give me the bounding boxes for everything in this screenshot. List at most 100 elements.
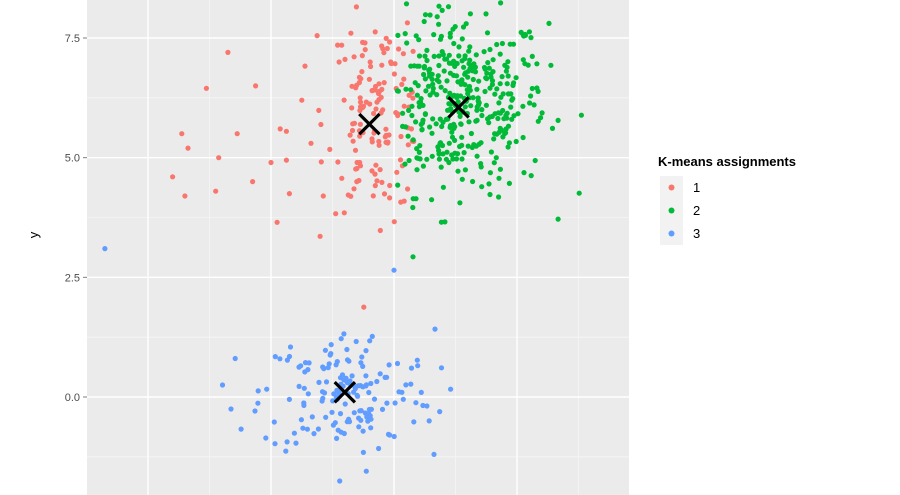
series-1-point xyxy=(277,126,283,132)
series-1-point xyxy=(405,186,411,192)
series-2-point xyxy=(539,110,545,116)
series-2-point xyxy=(424,156,430,162)
series-2-point xyxy=(484,30,491,36)
series-3-point xyxy=(374,378,380,385)
series-2-point xyxy=(395,182,401,188)
series-2-point xyxy=(476,78,482,84)
series-2-point xyxy=(406,107,412,113)
series-2-point xyxy=(446,52,452,58)
series-2-point xyxy=(466,119,472,125)
legend-label: 2 xyxy=(693,203,700,218)
series-2-point xyxy=(555,117,561,123)
series-2-point xyxy=(455,79,461,85)
series-1-point xyxy=(383,126,389,132)
series-1-point xyxy=(396,46,402,52)
series-2-point xyxy=(483,102,489,108)
series-2-point xyxy=(403,124,409,130)
series-3-point xyxy=(376,445,382,452)
series-3-point xyxy=(411,419,417,425)
series-1-point xyxy=(345,192,351,198)
series-2-point xyxy=(499,74,505,80)
series-3-point xyxy=(309,414,315,420)
series-1-point xyxy=(286,191,292,197)
series-3-point xyxy=(334,359,340,365)
series-1-point xyxy=(370,193,376,199)
series-2-point xyxy=(474,86,480,92)
legend-key-dot xyxy=(668,184,675,191)
series-2-point xyxy=(431,53,437,60)
series-2-point xyxy=(434,77,440,83)
series-2-point xyxy=(500,134,506,140)
series-2-point xyxy=(538,115,544,121)
series-1-point xyxy=(369,136,375,142)
series-3-point xyxy=(291,430,297,436)
series-2-point xyxy=(488,149,494,155)
series-2-point xyxy=(436,151,442,157)
series-2-point xyxy=(462,104,468,110)
series-2-point xyxy=(520,134,526,141)
series-2-point xyxy=(513,75,519,81)
series-3-point xyxy=(426,418,432,424)
series-2-point xyxy=(528,173,534,179)
series-3-point xyxy=(343,375,349,381)
series-2-point xyxy=(494,86,500,92)
series-2-point xyxy=(402,161,408,167)
series-2-point xyxy=(412,80,418,86)
series-3-point xyxy=(306,360,312,366)
series-2-point xyxy=(458,93,464,99)
series-3-point xyxy=(316,379,322,385)
series-2-point xyxy=(492,111,498,117)
series-1-point xyxy=(353,4,359,10)
series-3-point xyxy=(301,385,307,391)
series-3-point xyxy=(287,344,294,350)
series-1-point xyxy=(351,120,358,126)
series-2-point xyxy=(413,196,419,202)
series-3-point xyxy=(329,409,335,415)
series-2-point xyxy=(494,41,500,48)
series-2-point xyxy=(444,78,450,84)
series-3-point xyxy=(272,441,278,447)
series-3-point xyxy=(321,390,328,396)
series-2-point xyxy=(505,73,511,79)
series-1-point xyxy=(387,182,393,189)
series-3-point xyxy=(344,357,351,363)
series-3-point xyxy=(334,387,340,393)
series-3-point xyxy=(293,440,299,446)
series-3-point xyxy=(396,389,402,395)
series-2-point xyxy=(487,191,493,198)
series-1-point xyxy=(381,50,387,56)
series-1-point xyxy=(341,97,347,103)
series-2-point xyxy=(447,34,453,40)
series-2-point xyxy=(576,190,582,196)
series-3-point xyxy=(264,386,270,392)
series-2-point xyxy=(421,65,427,71)
legend-title: K-means assignments xyxy=(658,154,796,169)
series-3-point xyxy=(305,391,311,397)
series-1-point xyxy=(341,210,347,216)
series-3-point xyxy=(400,396,406,402)
series-3-point xyxy=(414,357,420,363)
series-2-point xyxy=(439,49,445,55)
series-2-point xyxy=(465,91,471,97)
centroid-marker xyxy=(333,380,357,404)
centroid-marker xyxy=(358,112,381,136)
series-1-point xyxy=(359,69,365,75)
series-2-point xyxy=(498,0,504,6)
series-1-point xyxy=(274,219,280,225)
series-2-point xyxy=(482,88,488,95)
centroids xyxy=(333,96,470,404)
series-2-point xyxy=(479,184,485,190)
series-1-point xyxy=(376,81,382,87)
y-axis-ticks: 0.0 2.5 5.0 7.5 xyxy=(65,33,87,404)
series-2-point xyxy=(470,95,476,101)
series-2-point xyxy=(446,60,452,66)
series-2-point xyxy=(470,68,476,74)
series-3-point xyxy=(360,449,366,455)
series-2-point xyxy=(518,29,524,35)
series-3-point xyxy=(332,420,338,426)
series-1-point xyxy=(401,76,407,82)
series-1-point xyxy=(372,183,378,189)
series-1-point xyxy=(320,193,326,199)
series-1-point xyxy=(379,62,385,68)
series-1-point xyxy=(283,157,289,163)
